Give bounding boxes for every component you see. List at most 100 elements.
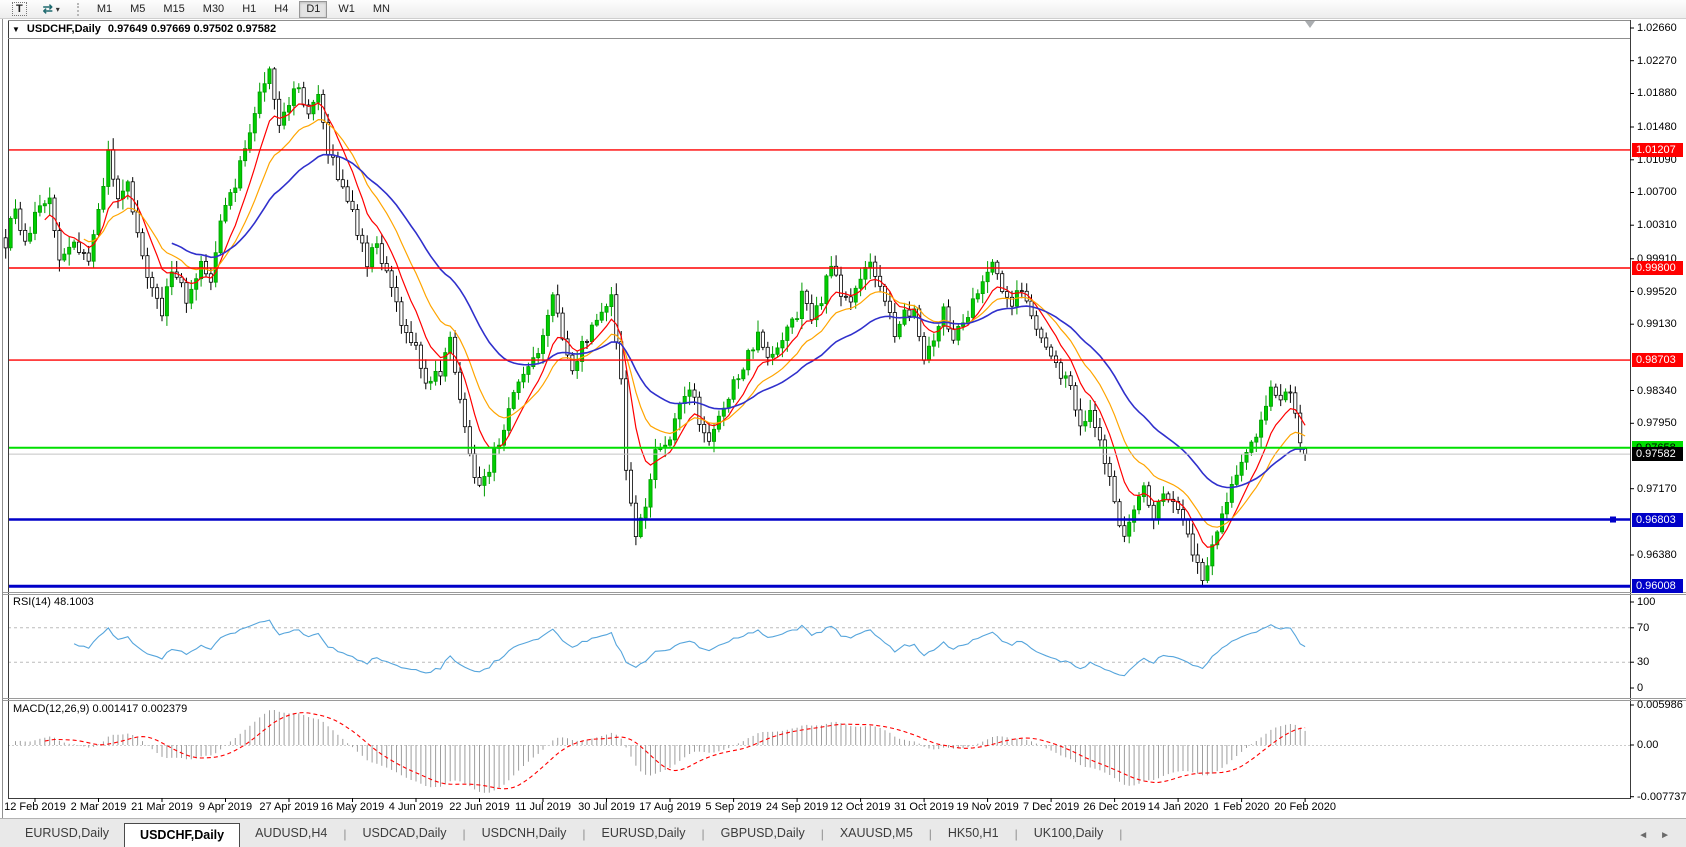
chart-tab-usdchf-daily[interactable]: USDCHF,Daily [124,823,241,847]
tab-separator: | [1119,827,1123,841]
rsi-axis-label: 0 [1637,682,1644,694]
tab-separator: | [343,827,347,841]
dropdown-caret-icon: ▾ [55,4,60,14]
y-axis-tick-label: 0.96380 [1637,549,1677,562]
price-level-badge-0.98703[interactable]: 0.98703 [1632,353,1683,368]
x-axis-date-label: 12 Feb 2019 [4,801,66,813]
y-axis-tick-label: 0.98340 [1637,384,1677,397]
timeframe-button-mn[interactable]: MN [366,1,397,18]
chart-tabs: EURUSD,Daily USDCHF,Daily AUDUSD,H4 | USDCAD… [10,823,1123,847]
tabs-scroll-right-button[interactable]: ► [1660,830,1670,841]
chart-tab-eurusd-daily[interactable]: EURUSD,Daily [25,826,110,840]
chart-tab-gbpusd-daily[interactable]: GBPUSD,Daily [720,826,805,840]
macd-axis-label: 0.005986 [1637,699,1683,711]
chart-tab-audusd-h4[interactable]: AUDUSD,H4 [255,826,328,840]
chart-shift-marker-icon[interactable] [1305,21,1315,28]
rsi-axis-label: 30 [1637,656,1650,669]
x-axis-date-label: 24 Sep 2019 [765,801,829,813]
x-axis-date-label: 31 Oct 2019 [894,801,955,813]
rsi-axis-label: 70 [1637,621,1650,634]
x-axis-date-label: 7 Dec 2019 [1022,801,1080,813]
timeframe-button-w1[interactable]: W1 [331,1,362,18]
double-arrow-icon: ⇄ [42,2,53,16]
collapse-caret-icon[interactable]: ▼ [12,24,20,34]
chart-ohlc-values: 0.97649 0.97669 0.97502 0.97582 [107,23,277,35]
tab-separator: | [928,827,932,841]
rsi-line [73,619,1306,677]
x-axis-date-label: 16 May 2019 [320,801,385,813]
y-axis-tick-label: 1.00310 [1637,219,1677,232]
chart-tab-usdcnh-daily[interactable]: USDCNH,Daily [481,826,567,840]
price-level-badge-0.99800[interactable]: 0.99800 [1632,261,1683,275]
tabs-scroll-left-button[interactable]: ◄ [1638,830,1649,841]
x-axis-date-label: 22 Jun 2019 [449,801,510,813]
y-axis-tick-label: 1.02270 [1637,54,1677,67]
tab-separator: | [462,827,466,841]
chart-tab-uk100-daily[interactable]: UK100,Daily [1033,826,1104,840]
timeframe-group: M1 M5 M15 M30 H1 H4 D1 W1 MN [90,0,397,18]
timeframe-button-m1[interactable]: M1 [90,1,119,18]
current-price-badge: 0.97582 [1632,447,1683,462]
chart-tab-hk50-h1[interactable]: HK50,H1 [947,826,999,840]
x-axis-date-label: 30 Jul 2019 [578,801,635,813]
top-toolbar: T ⇄ ▾ M1 M5 M15 M30 H1 H4 D1 W1 MN [0,0,1686,19]
chart-tab-usdcad-daily[interactable]: USDCAD,Daily [362,826,447,840]
timeframe-button-h1[interactable]: H1 [235,1,263,18]
ma-line-slow [171,153,1306,489]
tab-scroll-controls: ◄ ► [1638,830,1686,847]
x-axis-date-label: 14 Jan 2020 [1147,801,1209,813]
y-axis-tick-label: 0.97950 [1637,417,1677,430]
toolbar-grip [76,2,82,16]
y-axis-tick-label: 0.99520 [1637,285,1677,298]
tab-separator: | [701,827,705,841]
price-level-badge-0.96008[interactable]: 0.96008 [1632,579,1683,594]
price-level-badge-1.01207[interactable]: 1.01207 [1632,142,1683,157]
chart-symbol-title: USDCHF,Daily [26,23,101,35]
chart-tabbar: EURUSD,Daily USDCHF,Daily AUDUSD,H4 | USDCAD… [0,818,1686,847]
x-axis-date-label: 4 Jun 2019 [388,801,444,813]
chart-tab-eurusd-daily[interactable]: EURUSD,Daily [601,826,686,840]
rsi-indicator-label: RSI(14) 48.1003 [13,596,94,608]
y-axis-tick-label: 1.02660 [1637,22,1677,34]
rsi-axis-label: 100 [1637,596,1656,608]
y-axis-tick-label: 0.97170 [1637,482,1677,495]
timeframe-button-m15[interactable]: M15 [156,1,191,18]
timeframe-button-h4[interactable]: H4 [267,1,295,18]
x-axis-date-label: 5 Sep 2019 [705,801,762,813]
ma-line-fast [44,102,1306,548]
y-axis-tick-label: 1.01480 [1637,121,1677,134]
x-axis-date-label: 2 Mar 2019 [70,801,127,813]
timeframe-button-d1[interactable]: D1 [299,0,328,18]
chart-plot-area[interactable] [0,0,1686,818]
chart-overlays: 1.02660 1.02270 1.01880 1.01480 1.01090 1.007… [4,22,1686,813]
tab-separator: | [820,827,824,841]
timeframe-button-m5[interactable]: M5 [123,1,152,18]
price-level-badge-0.96803[interactable]: 0.96803 [1632,512,1683,527]
candlestick-series [3,66,1308,588]
chart-tab-xauusd-m5[interactable]: XAUUSD,M5 [839,826,913,840]
timeframe-button-m30[interactable]: M30 [196,1,231,18]
text-tool-button[interactable]: T [5,1,34,18]
y-axis-tick-label: 1.00700 [1637,186,1677,199]
tab-separator: | [1014,827,1018,841]
arrange-arrows-button[interactable]: ⇄ ▾ [36,1,67,18]
macd-histogram [15,710,1306,793]
text-tool-icon: T [12,2,27,16]
x-axis-date-label: 27 Apr 2019 [259,801,319,813]
x-axis-date-label: 17 Aug 2019 [639,801,701,813]
macd-indicator-label: MACD(12,26,9) 0.001417 0.002379 [13,703,188,715]
y-axis-tick-label: 0.99130 [1637,318,1677,331]
x-axis-date-label: 19 Nov 2019 [956,801,1019,813]
x-axis-date-label: 26 Dec 2019 [1083,801,1146,813]
x-axis-date-label: 1 Feb 2020 [1213,801,1270,813]
ma-line-medium [83,118,1306,528]
macd-axis-label: -0.007737 [1637,790,1686,803]
x-axis-date-label: 21 Mar 2019 [131,801,193,813]
macd-axis-label: 0.00 [1637,739,1659,751]
y-axis-tick-label: 1.01880 [1637,87,1677,100]
x-axis-date-label: 11 Jul 2019 [514,801,572,813]
tab-separator: | [582,827,586,841]
x-axis-date-label: 12 Oct 2019 [830,801,891,813]
macd-signal-line [44,712,1306,790]
x-axis-date-label: 9 Apr 2019 [198,801,253,813]
